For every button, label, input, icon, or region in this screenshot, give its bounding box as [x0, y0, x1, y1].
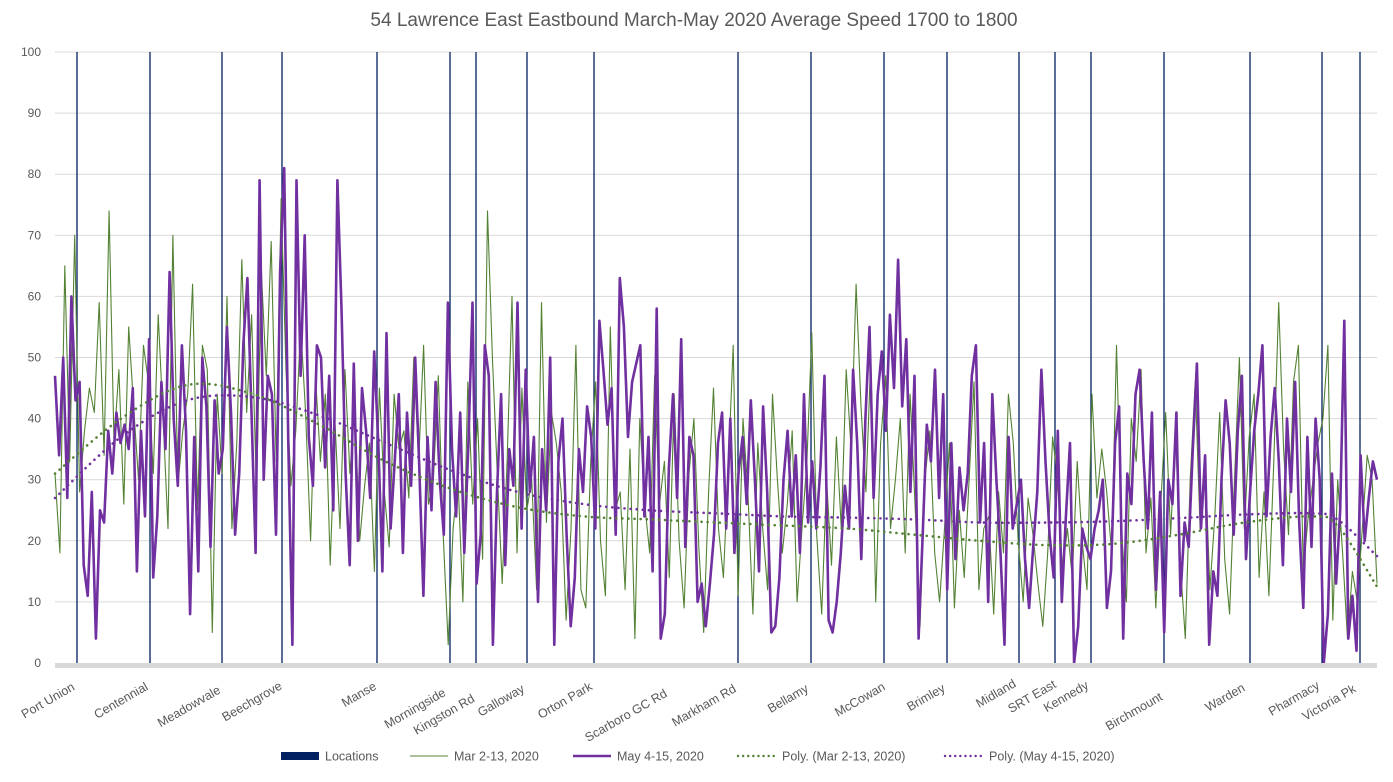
legend-item: May 4-15, 2020 — [573, 750, 704, 764]
trendline-mar — [53, 382, 1379, 588]
y-tick-label: 10 — [28, 595, 42, 609]
legend-label: Mar 2-13, 2020 — [454, 750, 539, 764]
y-tick-label: 40 — [28, 412, 42, 426]
y-tick-label: 70 — [28, 228, 42, 242]
y-axis-ticks: 0 10 20 30 40 50 60 70 80 90 100 — [21, 45, 41, 670]
legend-label: Poly. (Mar 2-13, 2020) — [782, 750, 905, 764]
legend-item: Poly. (Mar 2-13, 2020) — [736, 750, 905, 764]
legend-label: Poly. (May 4-15, 2020) — [989, 750, 1115, 764]
legend-item: Mar 2-13, 2020 — [410, 750, 539, 764]
legend-item: Locations — [281, 750, 379, 764]
trendline-may — [53, 393, 1379, 558]
y-tick-label: 20 — [28, 534, 42, 548]
y-tick-label: 100 — [21, 45, 41, 59]
series-line-may — [53, 166, 1379, 665]
legend-label: Locations — [325, 750, 379, 764]
x-axis-band — [55, 663, 1377, 668]
chart-title: 54 Lawrence East Eastbound March-May 202… — [370, 10, 1017, 31]
legend-label: May 4-15, 2020 — [617, 750, 704, 764]
y-tick-label: 60 — [28, 289, 42, 303]
legend: Locations Mar 2-13, 2020 May 4-15, 2020 Pol… — [281, 750, 1115, 764]
y-tick-label: 50 — [28, 351, 42, 365]
y-tick-label: 90 — [28, 106, 42, 120]
y-tick-label: 0 — [34, 656, 41, 670]
y-tick-label: 80 — [28, 167, 42, 181]
legend-item: Poly. (May 4-15, 2020) — [943, 750, 1115, 764]
series-lines — [53, 166, 1379, 665]
y-tick-label: 30 — [28, 473, 42, 487]
legend-swatch — [281, 752, 319, 760]
